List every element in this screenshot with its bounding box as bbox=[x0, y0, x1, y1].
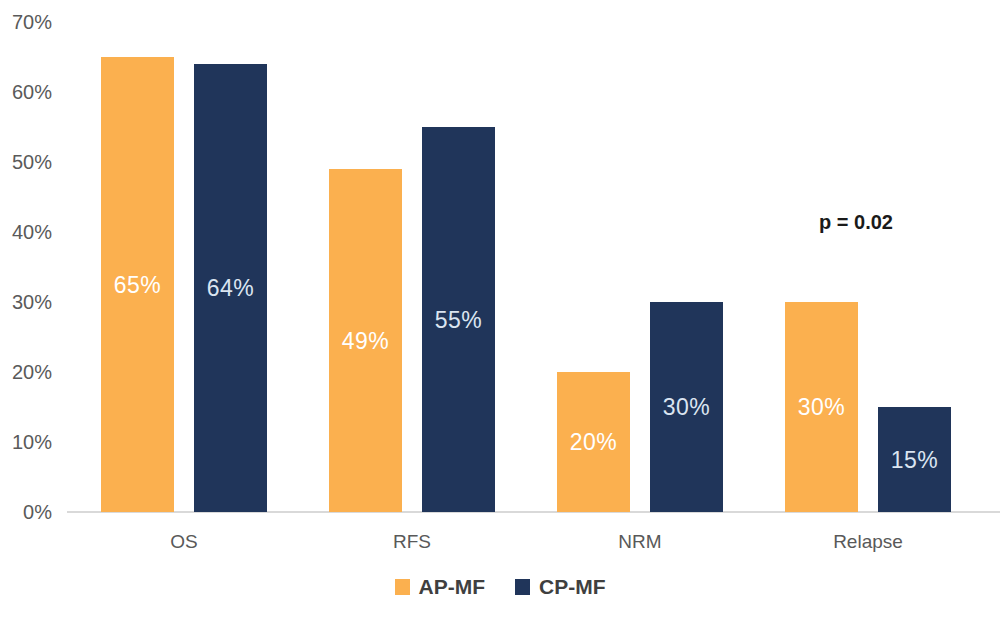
category-label-relapse: Relapse bbox=[788, 531, 948, 553]
bar-value-label: 49% bbox=[329, 327, 402, 354]
y-tick-label: 40% bbox=[0, 220, 52, 244]
p-value-annotation: p = 0.02 bbox=[806, 211, 906, 234]
y-tick-label: 70% bbox=[0, 10, 52, 34]
y-tick-label: 0% bbox=[0, 500, 52, 524]
bar-value-label: 20% bbox=[557, 429, 630, 456]
bar-ap-mf-os: 65% bbox=[101, 57, 174, 512]
y-tick-label: 50% bbox=[0, 150, 52, 174]
bar-value-label: 64% bbox=[194, 275, 267, 302]
legend-swatch-icon bbox=[395, 579, 410, 595]
category-label-os: OS bbox=[104, 531, 264, 553]
bar-cp-mf-nrm: 30% bbox=[650, 302, 723, 512]
legend-label: CP-MF bbox=[539, 575, 606, 599]
category-label-nrm: NRM bbox=[560, 531, 720, 553]
y-tick-label: 10% bbox=[0, 430, 52, 454]
bar-value-label: 30% bbox=[650, 394, 723, 421]
bar-ap-mf-rfs: 49% bbox=[329, 169, 402, 512]
y-tick-label: 60% bbox=[0, 80, 52, 104]
bar-cp-mf-relapse: 15% bbox=[878, 407, 951, 512]
legend-label: AP-MF bbox=[419, 575, 486, 599]
legend-item-ap-mf: AP-MF bbox=[395, 575, 486, 599]
bar-ap-mf-relapse: 30% bbox=[785, 302, 858, 512]
legend-item-cp-mf: CP-MF bbox=[515, 575, 606, 599]
bar-value-label: 65% bbox=[101, 271, 174, 298]
bar-cp-mf-os: 64% bbox=[194, 64, 267, 512]
y-tick-label: 30% bbox=[0, 290, 52, 314]
bar-value-label: 55% bbox=[422, 306, 495, 333]
bar-cp-mf-rfs: 55% bbox=[422, 127, 495, 512]
y-tick-label: 20% bbox=[0, 360, 52, 384]
category-label-rfs: RFS bbox=[332, 531, 492, 553]
bar-value-label: 30% bbox=[785, 394, 858, 421]
bar-ap-mf-nrm: 20% bbox=[557, 372, 630, 512]
bar-chart: 70% 60% 50% 40% 30% 20% 10% 0% 65% 64% 49% 55% 20% 3… bbox=[0, 0, 1000, 621]
bar-value-label: 15% bbox=[878, 446, 951, 473]
legend: AP-MF CP-MF bbox=[0, 571, 1000, 603]
legend-swatch-icon bbox=[515, 579, 530, 595]
